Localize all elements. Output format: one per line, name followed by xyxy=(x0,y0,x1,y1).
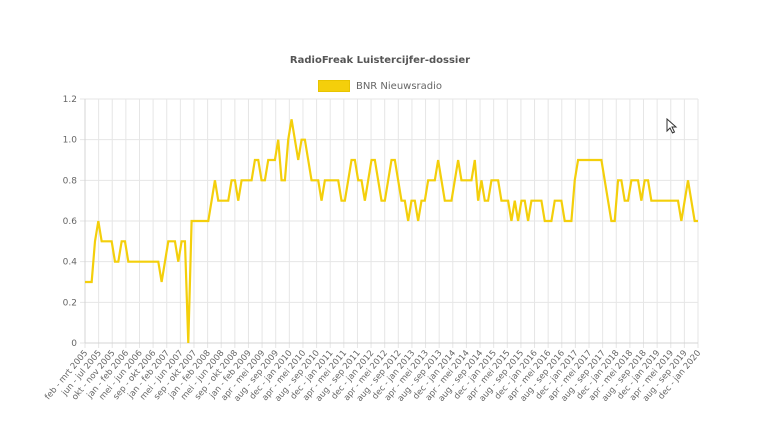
y-tick-label: 0.6 xyxy=(63,217,78,227)
mouse-cursor-icon xyxy=(666,118,678,134)
series-line-bnr-nieuwsradio xyxy=(85,119,698,344)
y-tick-label: 0.4 xyxy=(63,258,78,268)
grid-layer xyxy=(80,98,699,348)
y-axis-ticks: 0 0.2 0.4 0.6 0.8 1.0 1.2 xyxy=(63,95,78,349)
y-tick-label: 0.2 xyxy=(63,298,77,308)
legend[interactable]: BNR Nieuwsradio xyxy=(0,80,760,92)
y-tick-label: 0.8 xyxy=(63,176,78,186)
y-tick-label: 0 xyxy=(71,339,77,349)
legend-label: BNR Nieuwsradio xyxy=(355,80,443,92)
series-layer xyxy=(85,119,698,344)
y-tick-label: 1.0 xyxy=(63,136,78,146)
chart-title: RadioFreak Luistercijfer-dossier xyxy=(289,55,471,66)
y-tick-label: 1.2 xyxy=(63,95,77,105)
legend-swatch xyxy=(317,80,350,92)
